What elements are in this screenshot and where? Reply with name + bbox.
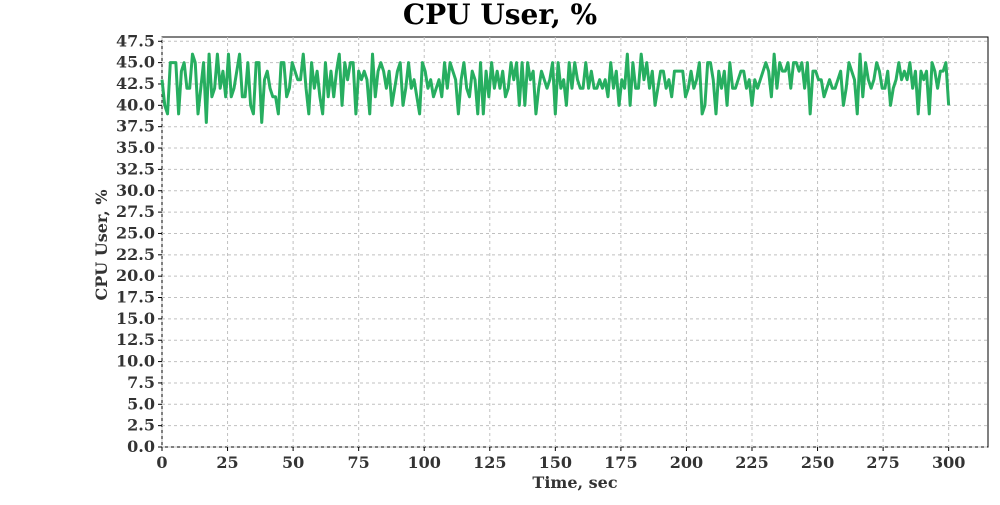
plot-area [161,36,989,448]
y-tick-label: 40.0 [116,95,155,114]
y-tick-label: 37.5 [116,117,155,136]
y-axis-ticks: 0.0 2.5 5.0 7.5 10.0 12.5 15.0 17.5 20.0 22.5 25.0… [116,31,162,456]
y-tick-label: 42.5 [116,74,155,93]
x-tick-label: 300 [932,453,965,472]
y-tick-label: 17.5 [116,288,155,307]
x-tick-label: 0 [156,453,167,472]
y-tick-label: 15.0 [116,309,155,328]
x-tick-label: 150 [539,453,572,472]
y-axis-label: CPU User, % [92,189,111,300]
x-tick-label: 25 [216,453,238,472]
x-axis-ticks: 0 25 50 75 100 125 150 175 200 225 250 275 300 [156,447,965,472]
x-tick-label: 100 [408,453,441,472]
x-tick-label: 125 [473,453,506,472]
y-tick-label: 32.5 [116,159,155,178]
y-tick-label: 0.0 [127,437,155,456]
y-tick-label: 10.0 [116,352,155,371]
chart-title: CPU User, % [403,0,597,31]
y-tick-label: 47.5 [116,31,155,50]
y-tick-label: 22.5 [116,245,155,264]
y-tick-label: 2.5 [127,416,155,435]
y-tick-label: 5.0 [127,394,155,413]
y-tick-label: 35.0 [116,138,155,157]
x-tick-label: 225 [735,453,768,472]
x-tick-label: 175 [604,453,637,472]
x-tick-label: 75 [348,453,370,472]
x-tick-label: 250 [801,453,834,472]
x-axis-label: Time, sec [532,473,617,492]
series-line [160,52,951,124]
x-tick-label: 275 [866,453,899,472]
y-tick-label: 7.5 [127,373,155,392]
y-tick-label: 27.5 [116,202,155,221]
x-tick-label: 50 [282,453,304,472]
y-tick-label: 12.5 [116,330,155,349]
y-tick-label: 20.0 [116,266,155,285]
y-tick-label: 30.0 [116,181,155,200]
series-layer [160,52,951,124]
y-tick-label: 45.0 [116,53,155,72]
x-tick-label: 200 [670,453,703,472]
y-tick-label: 25.0 [116,223,155,242]
